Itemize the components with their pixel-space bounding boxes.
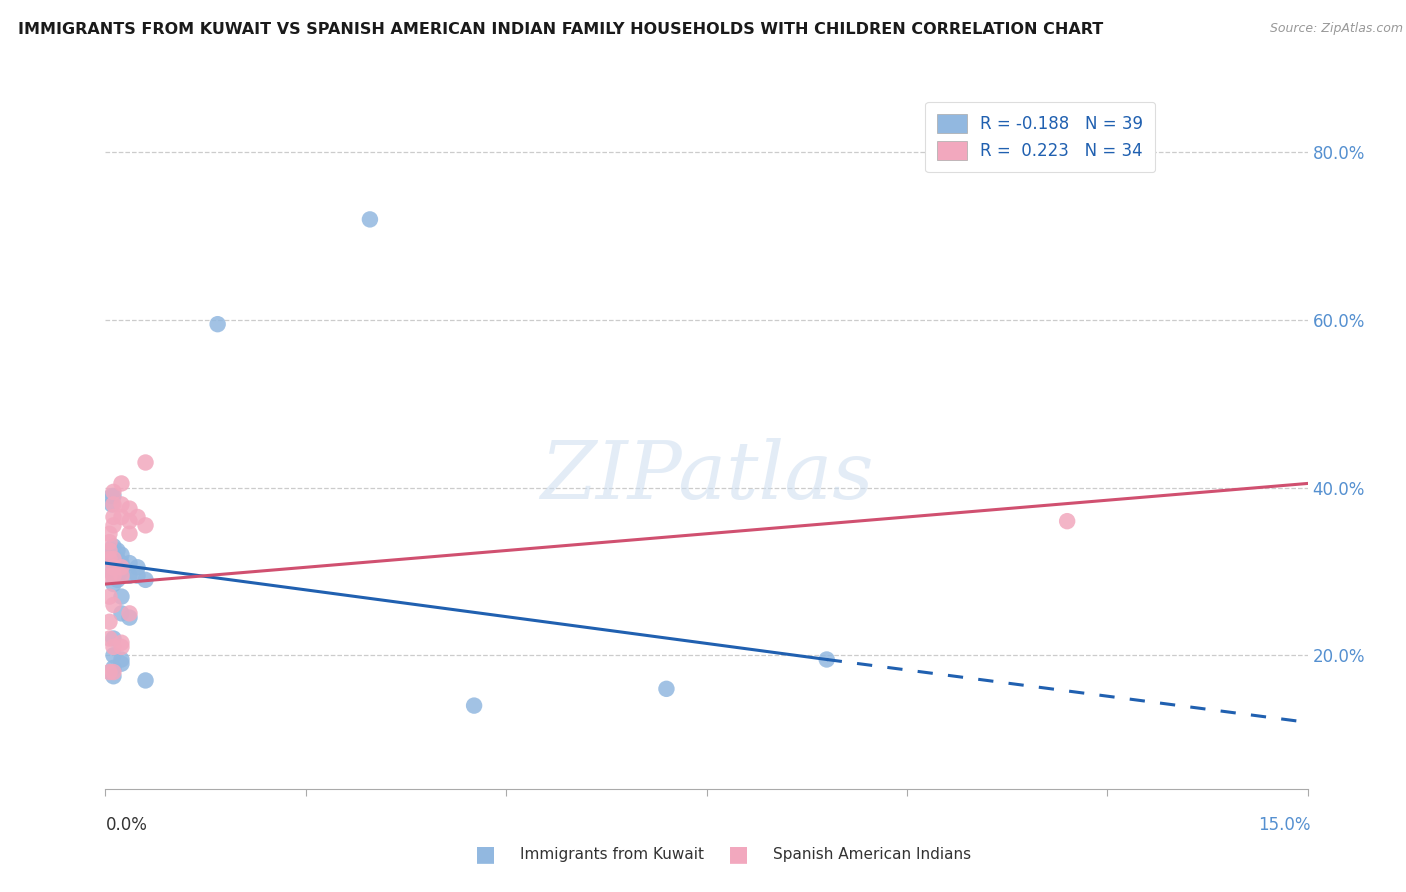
Point (118, 607, 141, 621)
Point (98, 552, 121, 566)
Point (107, 568, 129, 582)
Point (98, 632, 121, 646)
Point (103, 552, 125, 566)
Point (103, 497, 125, 511)
Point (103, 539, 125, 553)
Point (359, 212, 381, 227)
Point (463, 698, 485, 713)
Point (103, 577, 125, 591)
Text: 0.0%: 0.0% (105, 816, 148, 834)
Point (135, 455, 157, 469)
Point (118, 610, 141, 624)
Point (110, 652, 132, 666)
Point (107, 560, 129, 574)
Point (110, 636, 132, 650)
Point (110, 510, 132, 524)
Point (110, 590, 132, 604)
Point (101, 543, 124, 558)
Text: Spanish American Indians: Spanish American Indians (773, 847, 972, 862)
Point (103, 548, 125, 562)
Point (127, 510, 149, 524)
Point (103, 484, 125, 499)
Point (207, 317, 229, 331)
Point (127, 568, 149, 582)
Point (103, 489, 125, 503)
Point (107, 552, 129, 566)
Point (101, 548, 124, 562)
Point (103, 665, 125, 679)
Point (103, 518, 125, 533)
Text: IMMIGRANTS FROM KUWAIT VS SPANISH AMERICAN INDIAN FAMILY HOUSEHOLDS WITH CHILDRE: IMMIGRANTS FROM KUWAIT VS SPANISH AMERIC… (18, 22, 1104, 37)
Point (103, 556, 125, 570)
Point (103, 632, 125, 646)
Point (110, 657, 132, 671)
Text: Immigrants from Kuwait: Immigrants from Kuwait (520, 847, 704, 862)
Point (98, 590, 121, 604)
Point (103, 568, 125, 582)
Point (103, 565, 125, 579)
Point (110, 476, 132, 491)
Point (107, 573, 129, 587)
Point (98, 543, 121, 558)
Point (135, 518, 157, 533)
Point (118, 556, 141, 570)
Point (103, 568, 125, 582)
Text: ZIPatlas: ZIPatlas (540, 438, 873, 515)
Point (101, 552, 124, 566)
Text: ■: ■ (475, 845, 495, 864)
Point (135, 573, 157, 587)
Point (1056, 514, 1078, 528)
Point (815, 652, 838, 666)
Point (110, 565, 132, 579)
Text: ■: ■ (728, 845, 748, 864)
Point (101, 489, 124, 503)
Point (110, 556, 132, 570)
Legend: R = -0.188   N = 39, R =  0.223   N = 34: R = -0.188 N = 39, R = 0.223 N = 34 (925, 102, 1154, 172)
Point (98, 526, 121, 541)
Point (655, 681, 678, 696)
Point (110, 640, 132, 654)
Point (103, 640, 125, 654)
Point (98, 615, 121, 629)
Point (135, 673, 157, 688)
Text: 15.0%: 15.0% (1258, 816, 1310, 834)
Point (127, 560, 149, 574)
Point (110, 568, 132, 582)
Point (101, 497, 124, 511)
Point (110, 607, 132, 621)
Point (103, 560, 125, 574)
Point (103, 560, 125, 574)
Point (107, 543, 129, 558)
Point (118, 568, 141, 582)
Point (118, 514, 141, 528)
Point (103, 669, 125, 683)
Point (103, 648, 125, 663)
Point (118, 526, 141, 541)
Point (110, 497, 132, 511)
Point (103, 510, 125, 524)
Point (110, 560, 132, 574)
Point (98, 535, 121, 549)
Point (103, 552, 125, 566)
Point (103, 598, 125, 612)
Point (98, 568, 121, 582)
Point (118, 501, 141, 516)
Point (98, 665, 121, 679)
Point (103, 661, 125, 675)
Point (110, 548, 132, 562)
Text: Source: ZipAtlas.com: Source: ZipAtlas.com (1270, 22, 1403, 36)
